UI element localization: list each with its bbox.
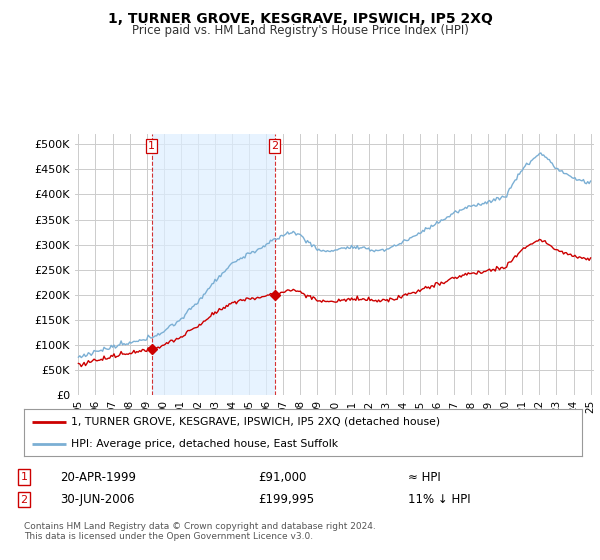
Text: 30-JUN-2006: 30-JUN-2006 <box>60 493 134 506</box>
Text: HPI: Average price, detached house, East Suffolk: HPI: Average price, detached house, East… <box>71 438 338 449</box>
Text: 2: 2 <box>20 494 28 505</box>
Text: 11% ↓ HPI: 11% ↓ HPI <box>408 493 470 506</box>
Bar <box>152 134 275 395</box>
Text: £199,995: £199,995 <box>258 493 314 506</box>
Text: 1, TURNER GROVE, KESGRAVE, IPSWICH, IP5 2XQ: 1, TURNER GROVE, KESGRAVE, IPSWICH, IP5 … <box>107 12 493 26</box>
Text: 2: 2 <box>271 141 278 151</box>
Text: 1: 1 <box>20 472 28 482</box>
Text: 1: 1 <box>148 141 155 151</box>
Text: 20-APR-1999: 20-APR-1999 <box>60 470 136 484</box>
Text: Contains HM Land Registry data © Crown copyright and database right 2024.
This d: Contains HM Land Registry data © Crown c… <box>24 522 376 542</box>
Text: 1, TURNER GROVE, KESGRAVE, IPSWICH, IP5 2XQ (detached house): 1, TURNER GROVE, KESGRAVE, IPSWICH, IP5 … <box>71 417 440 427</box>
Text: £91,000: £91,000 <box>258 470 307 484</box>
Text: ≈ HPI: ≈ HPI <box>408 470 441 484</box>
Text: Price paid vs. HM Land Registry's House Price Index (HPI): Price paid vs. HM Land Registry's House … <box>131 24 469 36</box>
